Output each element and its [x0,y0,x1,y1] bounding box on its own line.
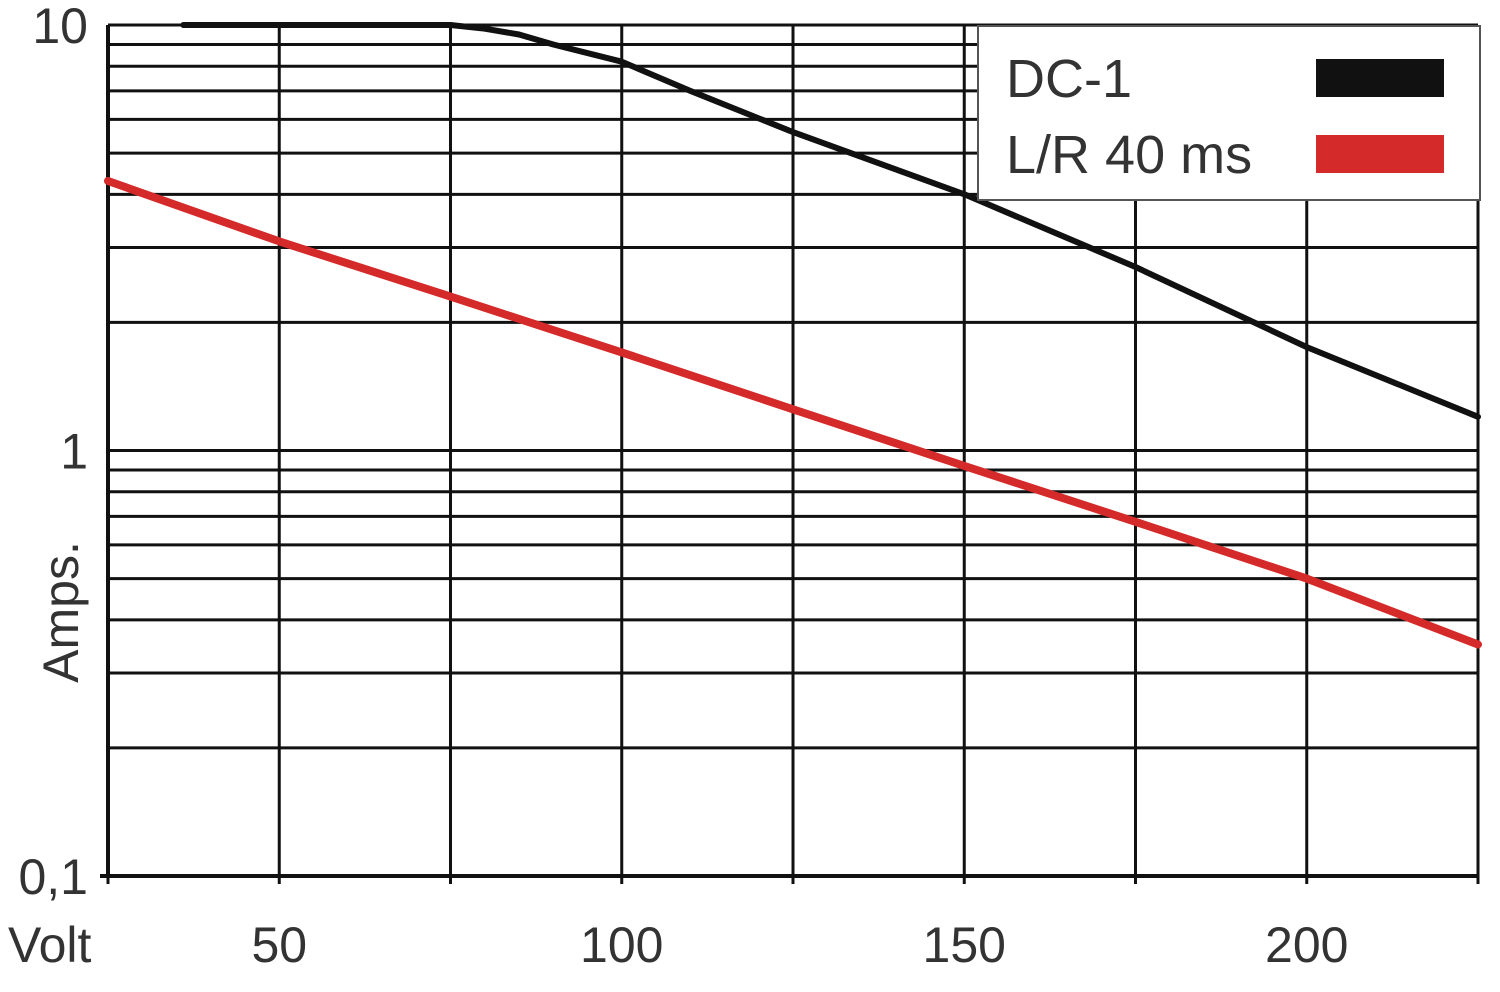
y-tick-label: 0,1 [18,849,88,905]
x-tick-label: 200 [1265,917,1348,973]
legend: DC-1 L/R 40 ms [977,25,1481,201]
series-layer [104,22,1482,649]
legend-swatch [1316,135,1444,173]
x-axis-label: Volt [8,917,92,973]
series-line-dc-1 [180,22,1481,420]
x-tick-label: 150 [923,917,1006,973]
y-axis-label: Amps. [33,541,89,683]
x-tick-label: 100 [580,917,663,973]
x-tick-label: 50 [251,917,307,973]
tick-labels: 50 100 150 200 10 1 0,1 Volt [8,0,1348,973]
legend-label: DC-1 [1006,49,1132,109]
legend-label: L/R 40 ms [1006,125,1252,185]
y-tick-label: 10 [32,0,88,54]
legend-swatch [1316,59,1444,97]
y-tick-label: 1 [60,424,88,480]
series-line-l-r-40-ms [104,177,1482,649]
